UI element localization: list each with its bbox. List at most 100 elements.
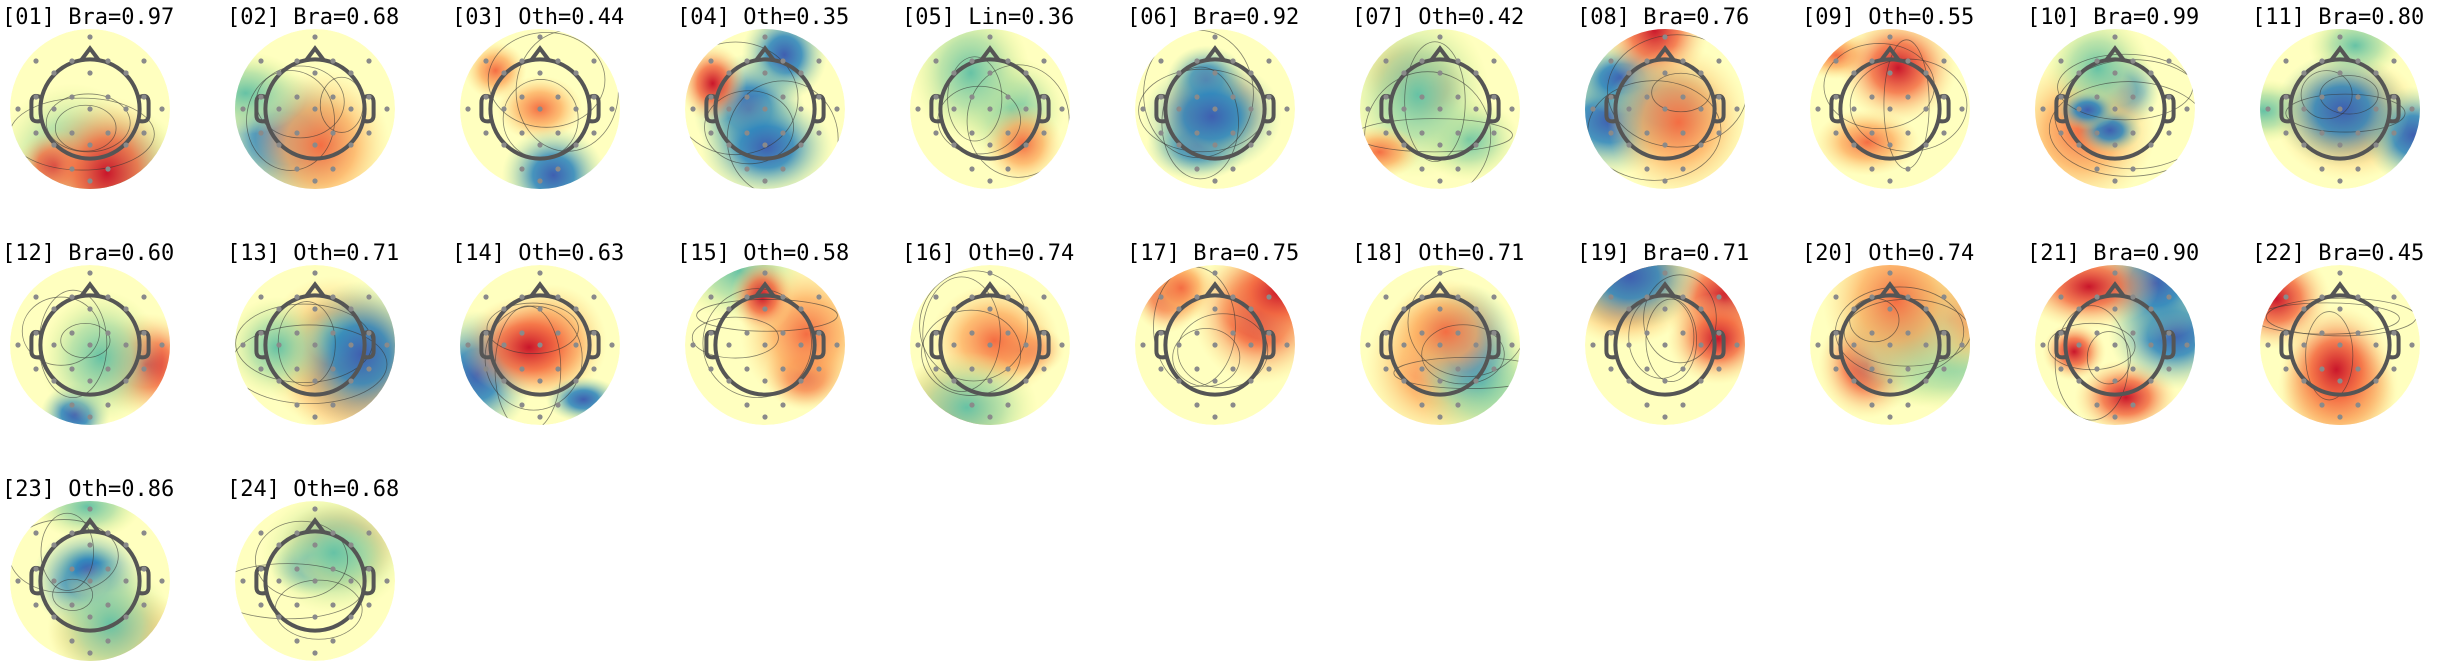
electrode [1230, 402, 1236, 408]
nose [1429, 45, 1451, 62]
electrode [312, 378, 318, 384]
electrode [1473, 70, 1479, 76]
electrode [105, 402, 111, 408]
electrode [1383, 58, 1389, 64]
electrode [1680, 402, 1686, 408]
electrode [1230, 294, 1236, 300]
head-outline [38, 57, 142, 161]
electrode [573, 70, 579, 76]
electrode [1941, 58, 1947, 64]
electrode [780, 330, 786, 336]
electrode [87, 142, 93, 148]
electrode [87, 106, 93, 112]
electrode [1734, 106, 1740, 112]
electrode [1716, 330, 1722, 336]
electrode [1437, 378, 1443, 384]
electrode [87, 614, 93, 620]
component-title: [08] Bra=0.76 [1577, 5, 1749, 30]
electrode [1644, 402, 1650, 408]
electrode [1662, 414, 1668, 420]
electrode [366, 130, 372, 136]
electrode [366, 566, 372, 572]
electrode [105, 330, 111, 336]
electrode [294, 566, 300, 572]
electrode [258, 294, 264, 300]
electrode [1680, 330, 1686, 336]
electrode [366, 530, 372, 536]
electrode [2265, 342, 2271, 348]
contour-line [1645, 298, 1697, 382]
electrode [123, 142, 129, 148]
electrode [798, 142, 804, 148]
nose [304, 517, 326, 534]
electrode [1401, 306, 1407, 312]
electrode [1176, 378, 1182, 384]
electrode [537, 378, 543, 384]
electrode [708, 330, 714, 336]
electrode [123, 578, 129, 584]
electrode [987, 142, 993, 148]
electrode [1455, 294, 1461, 300]
electrode [1887, 34, 1893, 40]
electrode [51, 106, 57, 112]
electrode [762, 70, 768, 76]
electrode [1869, 130, 1875, 136]
electrode [969, 94, 975, 100]
component-title: [06] Bra=0.92 [1127, 5, 1299, 30]
electrode [1194, 58, 1200, 64]
electrode [951, 70, 957, 76]
electrode [69, 566, 75, 572]
electrode [1941, 94, 1947, 100]
component-title: [23] Oth=0.86 [2, 477, 174, 502]
electrode [537, 70, 543, 76]
electrode [2076, 342, 2082, 348]
electrode [2373, 142, 2379, 148]
electrode [1005, 166, 1011, 172]
electrode [348, 378, 354, 384]
electrode [1662, 70, 1668, 76]
activation-blob [1607, 45, 1745, 189]
electrode [555, 366, 561, 372]
electrode [258, 330, 264, 336]
electrode [762, 270, 768, 276]
electrode [276, 378, 282, 384]
electrode [1590, 106, 1596, 112]
electrode [312, 106, 318, 112]
electrode [330, 130, 336, 136]
topomap [2035, 29, 2195, 189]
electrode [384, 106, 390, 112]
electrode [330, 94, 336, 100]
electrode [330, 166, 336, 172]
electrode [780, 94, 786, 100]
electrode [1158, 294, 1164, 300]
electrode [2319, 130, 2325, 136]
electrode [1644, 130, 1650, 136]
electrode [2301, 70, 2307, 76]
electrode [951, 378, 957, 384]
electrode [2112, 142, 2118, 148]
electrode [1401, 70, 1407, 76]
electrode [1383, 366, 1389, 372]
electrode [483, 58, 489, 64]
electrode [1905, 166, 1911, 172]
electrode [1680, 58, 1686, 64]
head-outline [263, 57, 367, 161]
electrode [294, 638, 300, 644]
electrode [2337, 378, 2343, 384]
electrode [951, 142, 957, 148]
electrode [2391, 58, 2397, 64]
electrode [1626, 342, 1632, 348]
component-title: [18] Oth=0.71 [1352, 241, 1524, 266]
electrode [141, 94, 147, 100]
electrode [1473, 306, 1479, 312]
electrode [1059, 342, 1065, 348]
electrode [105, 166, 111, 172]
head-outline [938, 293, 1042, 397]
electrode [276, 106, 282, 112]
contour-line [21, 296, 101, 366]
electrode [1887, 106, 1893, 112]
electrode [69, 330, 75, 336]
electrode [762, 378, 768, 384]
component-title: [15] Oth=0.58 [677, 241, 849, 266]
electrode [312, 70, 318, 76]
